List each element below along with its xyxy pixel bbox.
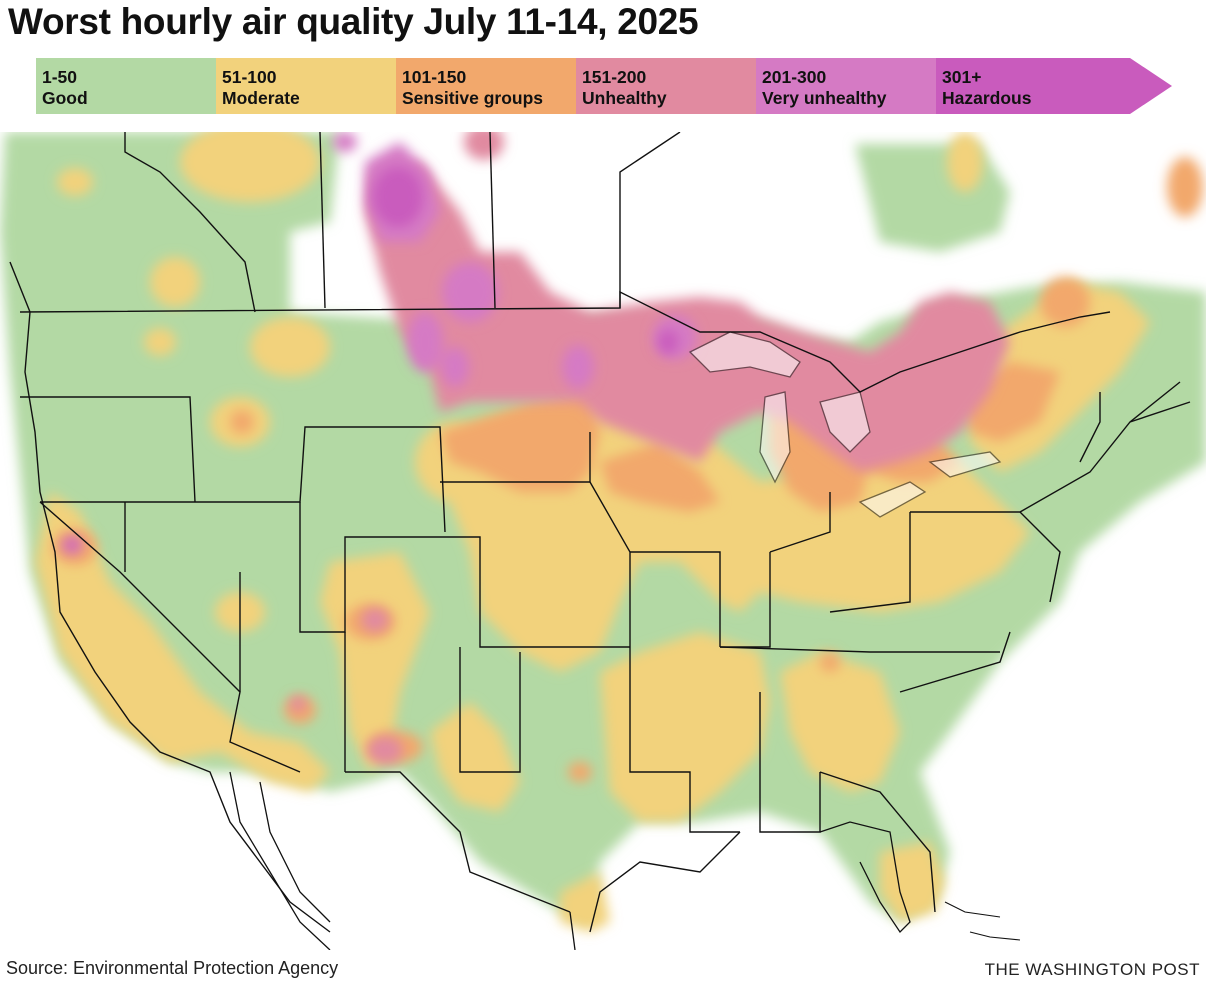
legend-range: 301+ bbox=[942, 67, 982, 87]
legend-label: Unhealthy bbox=[582, 88, 667, 108]
legend-item-very-unhealthy: 201-300 Very unhealthy bbox=[756, 58, 936, 114]
mexico-coastline bbox=[229, 771, 576, 950]
florida-outline bbox=[819, 821, 911, 934]
legend-range: 201-300 bbox=[762, 67, 827, 87]
legend-range: 101-150 bbox=[402, 67, 467, 87]
legend-item-good: 1-50 Good bbox=[36, 58, 216, 114]
legend-arrow-icon bbox=[1130, 58, 1172, 114]
legend-item-moderate: 51-100 Moderate bbox=[216, 58, 396, 114]
legend-range: 51-100 bbox=[222, 67, 277, 87]
source-note: Source: Environmental Protection Agency bbox=[6, 958, 339, 978]
legend-item-unhealthy: 151-200 Unhealthy bbox=[576, 58, 756, 114]
legend-range: 1-50 bbox=[42, 67, 78, 87]
state-and-country-borders bbox=[9, 132, 1191, 933]
aqi-zone-sensitive-groups bbox=[53, 157, 1203, 782]
legend-label: Hazardous bbox=[942, 88, 1032, 108]
aqi-legend: 1-50 Good 51-100 Moderate 101-150 Sensit… bbox=[36, 58, 1172, 114]
legend-item-hazardous: 301+ Hazardous bbox=[936, 58, 1130, 114]
legend-label: Very unhealthy bbox=[762, 88, 887, 108]
page-title: Worst hourly air quality July 11-14, 202… bbox=[8, 1, 699, 42]
legend-label: Good bbox=[42, 88, 88, 108]
legend-label: Moderate bbox=[222, 88, 300, 108]
aqi-zone-hazardous bbox=[66, 167, 678, 551]
publisher-credit: THE WASHINGTON POST bbox=[984, 960, 1200, 979]
legend-label: Sensitive groups bbox=[402, 88, 544, 108]
us-air-quality-map bbox=[0, 132, 1206, 950]
legend-item-sensitive-groups: 101-150 Sensitive groups bbox=[396, 58, 576, 114]
legend-range: 151-200 bbox=[582, 67, 647, 87]
caribbean-islands bbox=[944, 901, 1021, 941]
great-lakes bbox=[688, 331, 1002, 518]
